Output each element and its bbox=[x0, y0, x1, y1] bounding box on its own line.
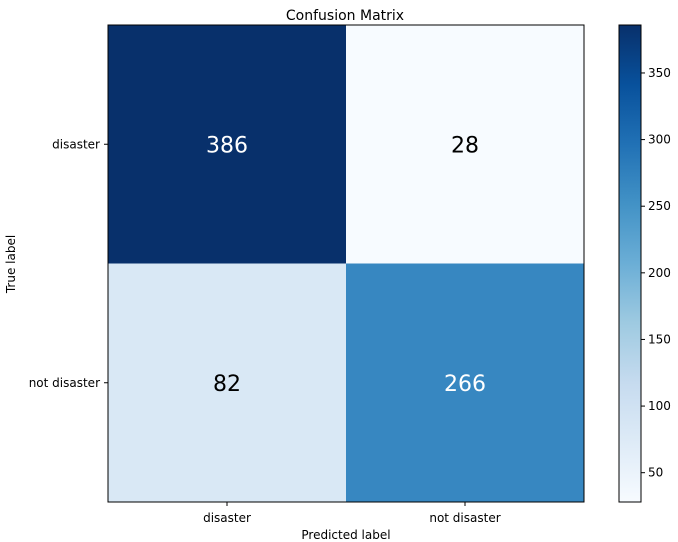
colorbar-tick-label: 50 bbox=[648, 466, 663, 480]
colorbar-tick-label: 250 bbox=[648, 199, 671, 213]
colorbar-tick-label: 100 bbox=[648, 399, 671, 413]
colorbar bbox=[618, 24, 642, 503]
cell-value-label: 82 bbox=[213, 372, 241, 397]
cell-value-label: 28 bbox=[451, 133, 479, 158]
y-axis-label: True label bbox=[4, 235, 18, 294]
colorbar-tick-label: 300 bbox=[648, 133, 671, 147]
colorbar-tick-label: 150 bbox=[648, 332, 671, 346]
colorbar-tick-label: 350 bbox=[648, 66, 671, 80]
plot-frame bbox=[107, 24, 585, 503]
x-axis-ticks: disaster not disaster bbox=[203, 502, 501, 525]
y-tick-label: not disaster bbox=[29, 376, 100, 390]
y-axis-ticks: disaster not disaster bbox=[29, 137, 108, 390]
colorbar-ticks: 50 100 150 200 250 300 350 bbox=[641, 66, 671, 480]
chart-title: Confusion Matrix bbox=[286, 8, 404, 24]
heatmap-cell bbox=[346, 263, 584, 502]
heatmap-cell bbox=[346, 25, 584, 264]
cell-value-label: 386 bbox=[206, 133, 248, 158]
x-tick-label: not disaster bbox=[429, 511, 500, 525]
heatmap-cell-labels: 386 28 82 266 bbox=[206, 133, 486, 397]
heatmap-cell bbox=[108, 263, 346, 502]
y-tick-label: disaster bbox=[52, 137, 100, 151]
heatmap-cell bbox=[108, 25, 346, 264]
colorbar-tick-label: 200 bbox=[648, 266, 671, 280]
cell-value-label: 266 bbox=[444, 372, 486, 397]
heatmap-cells bbox=[108, 25, 584, 502]
x-tick-label: disaster bbox=[203, 511, 251, 525]
x-axis-label: Predicted label bbox=[301, 528, 390, 542]
